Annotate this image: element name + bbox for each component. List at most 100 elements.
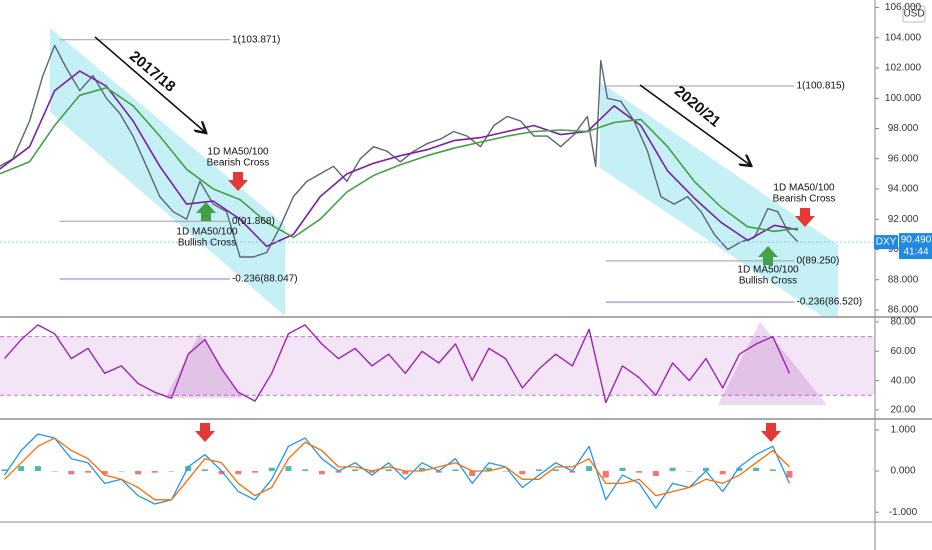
- y-tick-label: 106.000: [885, 2, 922, 13]
- y-tick-label: 20.00: [890, 405, 915, 416]
- down-arrow: [195, 423, 215, 442]
- cross-label: Bearish Cross: [773, 194, 836, 205]
- histogram-bar: [602, 471, 609, 478]
- histogram-bar: [34, 466, 41, 472]
- histogram-bar: [352, 469, 359, 472]
- series-line: [3, 324, 791, 404]
- cross-label: Bearish Cross: [207, 158, 270, 169]
- y-tick-label: 86.000: [888, 305, 919, 316]
- series-line: [4, 437, 790, 501]
- histogram-bar: [469, 471, 476, 476]
- triangle: [718, 322, 827, 405]
- histogram-bar: [636, 471, 643, 473]
- histogram-bar: [368, 471, 375, 473]
- price-label: 90.490: [901, 235, 932, 246]
- histogram-bar: [118, 471, 125, 472]
- fib-label: 0(89.250): [796, 255, 839, 266]
- cross-label: 1D MA50/100: [737, 265, 799, 276]
- histogram-bar: [151, 471, 158, 473]
- y-tick-label: 40.00: [890, 375, 915, 386]
- y-tick-label: 102.000: [885, 63, 922, 74]
- data-layer: Sep2017MaySep2018MaySep2019MaySep2020May…: [0, 39, 875, 509]
- series-line: [3, 433, 791, 509]
- histogram-bar: [669, 467, 676, 472]
- rsi-band: [0, 336, 875, 396]
- currency: USD: [903, 9, 924, 20]
- histogram-bar: [185, 466, 192, 472]
- histogram-bar: [619, 467, 626, 472]
- histogram-bar: [201, 469, 208, 472]
- histogram-bar: [302, 469, 309, 472]
- down-arrow: [795, 208, 815, 227]
- countdown: 41:44: [903, 247, 928, 258]
- histogram-bar: [419, 467, 426, 472]
- histogram-bar: [101, 471, 108, 475]
- histogram-bar: [435, 471, 442, 473]
- histogram-bar: [502, 471, 509, 472]
- cross-label: Bullish Cross: [178, 238, 236, 249]
- fib-label: -0.236(88.047): [232, 274, 298, 285]
- histogram-bar: [686, 471, 693, 472]
- y-tick-label: -1.000: [889, 507, 918, 518]
- histogram-bar: [51, 471, 58, 472]
- histogram-bar: [235, 471, 242, 475]
- cross-label: 1D MA50/100: [773, 183, 835, 194]
- trend-arrow: [94, 36, 205, 132]
- y-tick-label: 1.000: [890, 425, 915, 436]
- channel: [600, 82, 838, 316]
- histogram-bar: [552, 469, 559, 472]
- cross-label: 1D MA50/100: [207, 147, 269, 158]
- histogram-bar: [753, 467, 760, 472]
- symbol-tag: [874, 235, 898, 250]
- histogram-bar: [485, 467, 492, 472]
- fib-label: -0.236(86.520): [796, 297, 862, 308]
- histogram-bar: [252, 471, 259, 473]
- histogram-bar: [652, 471, 659, 476]
- histogram-bar: [168, 471, 175, 472]
- histogram-bar: [1, 469, 8, 472]
- price-tag: [899, 233, 932, 260]
- histogram-bar: [318, 471, 325, 475]
- down-arrow: [228, 172, 248, 191]
- fib-label: 1(100.815): [796, 81, 844, 92]
- histogram-bar: [385, 469, 392, 472]
- fib-label: 1(103.871): [232, 34, 280, 45]
- histogram-bar: [85, 471, 92, 473]
- cross-label: 1D MA50/100: [176, 227, 238, 238]
- histogram-bar: [719, 471, 726, 475]
- histogram-bar: [736, 467, 743, 472]
- symbol: DXY: [876, 237, 897, 248]
- histogram-bar: [402, 471, 409, 475]
- y-tick-label: 94.000: [888, 184, 919, 195]
- histogram-bar: [268, 467, 275, 472]
- histogram-bar: [285, 466, 292, 472]
- series-line: [0, 44, 799, 258]
- histogram-bar: [68, 471, 75, 475]
- histogram-bar: [769, 469, 776, 472]
- histogram-bar: [586, 466, 593, 472]
- y-tick-label: 88.000: [888, 274, 919, 285]
- up-arrow: [196, 202, 216, 221]
- fib-label: 0(91.868): [232, 216, 275, 227]
- histogram-bar: [535, 469, 542, 472]
- y-tick-label: 104.000: [885, 32, 922, 43]
- y-tick-label: 60.00: [890, 346, 915, 357]
- series-line: [0, 86, 798, 239]
- currency-box: [902, 5, 926, 23]
- histogram-bar: [519, 471, 526, 475]
- cross-label: Bullish Cross: [739, 276, 797, 287]
- y-tick-label: 100.000: [885, 93, 922, 104]
- histogram-bar: [335, 471, 342, 473]
- y-tick-label: 98.000: [888, 123, 919, 134]
- histogram-bar: [218, 471, 225, 475]
- histogram-bar: [569, 471, 576, 473]
- y-tick-label: 96.000: [888, 153, 919, 164]
- triangle: [165, 333, 242, 398]
- down-arrow: [761, 423, 781, 442]
- trend-arrow: [639, 84, 750, 165]
- histogram-bar: [18, 466, 25, 472]
- series-line: [0, 70, 798, 248]
- histogram-bar: [452, 469, 459, 472]
